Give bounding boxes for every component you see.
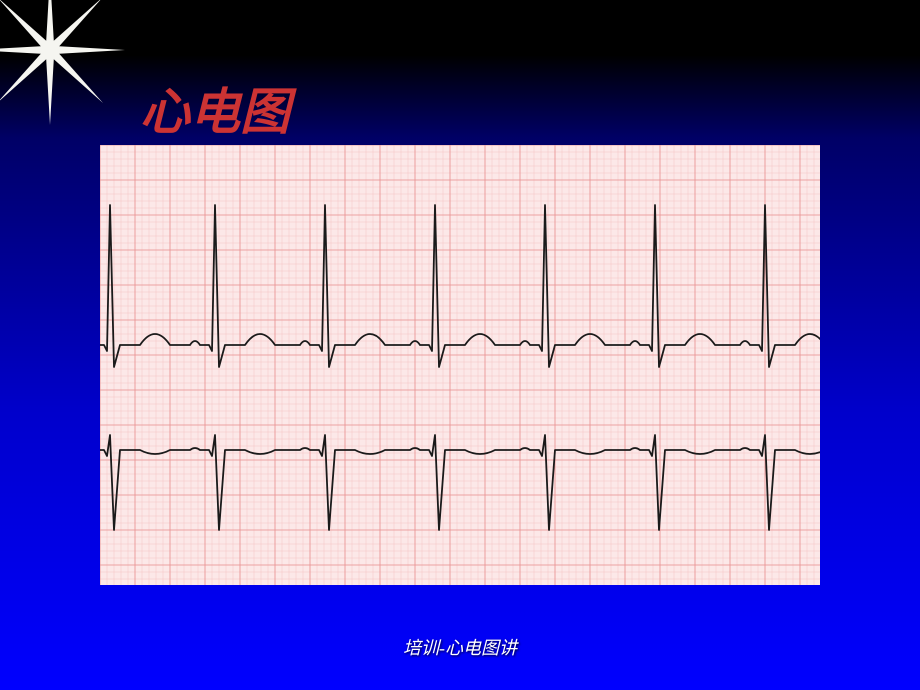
ecg-chart [100,145,820,585]
slide-footer: 培训-心电图讲 [0,634,920,660]
ecg-svg [100,145,820,585]
star-decoration [0,0,140,140]
slide-title: 心电图 [140,72,290,144]
star-icon [0,0,140,140]
